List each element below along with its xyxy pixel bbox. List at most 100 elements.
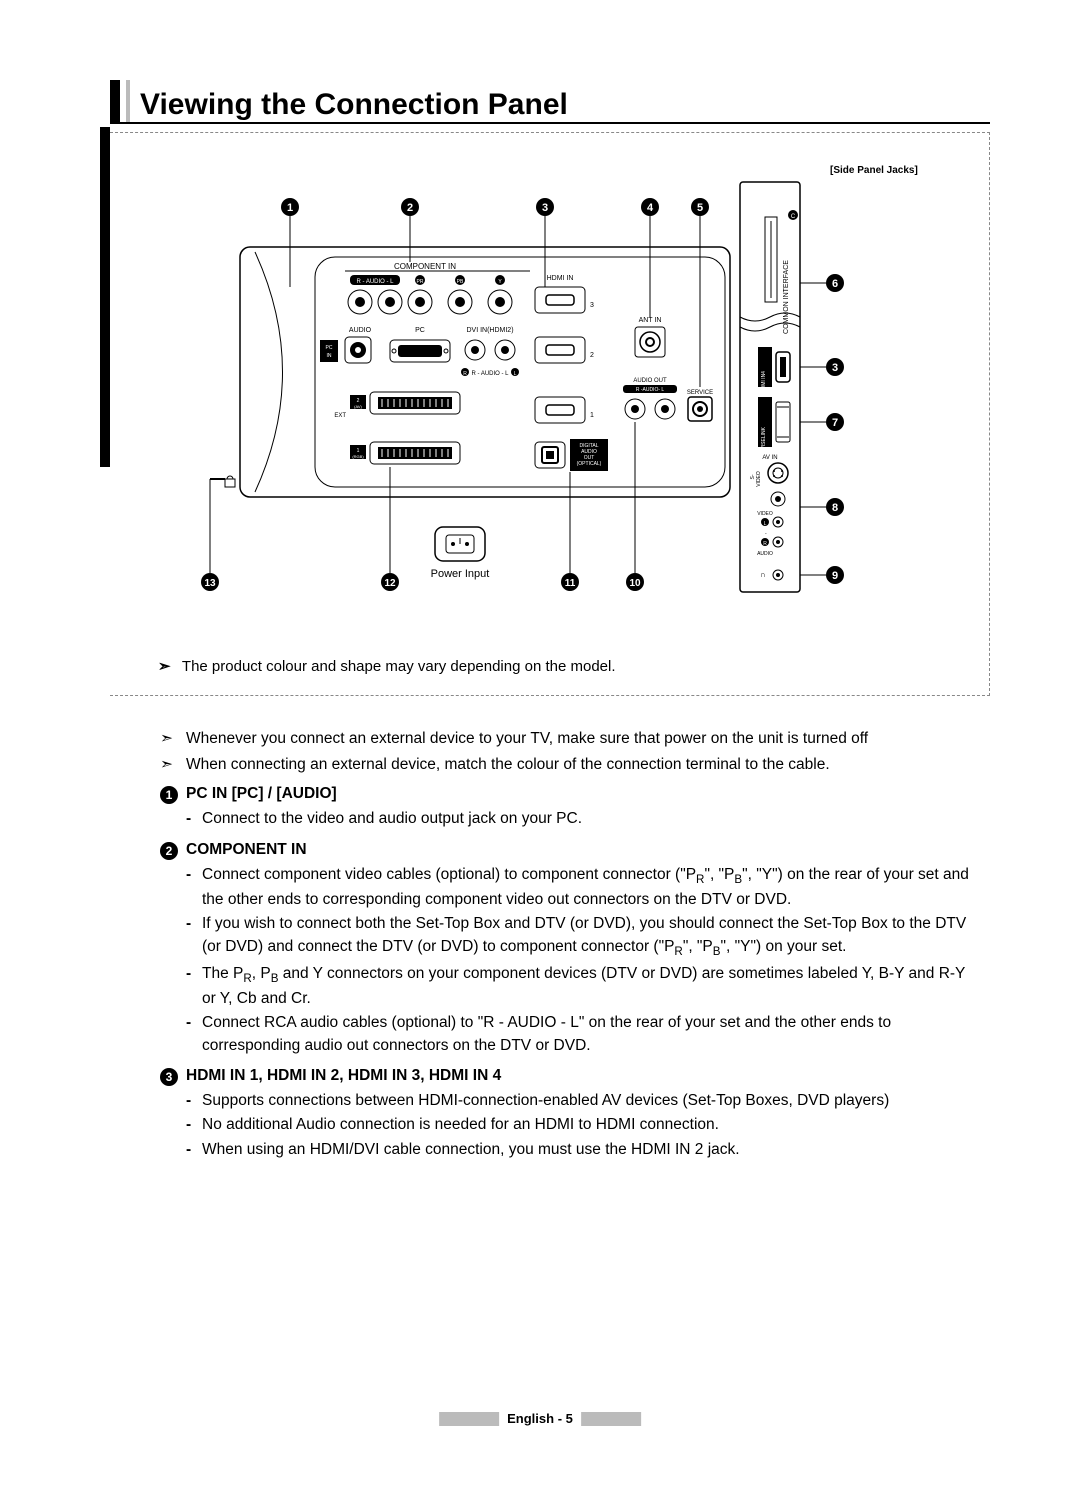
svg-text:AUDIO OUT: AUDIO OUT: [633, 378, 667, 384]
svg-text:DVI IN(HDMI2): DVI IN(HDMI2): [466, 327, 513, 334]
list-item: -No additional Audio connection is neede…: [186, 1114, 980, 1136]
svg-text:WISELINK: WISELINK: [761, 426, 767, 451]
svg-text:12: 12: [384, 578, 396, 589]
callout-right-9: 9: [800, 566, 844, 584]
tip-arrow-icon: ➣: [160, 754, 186, 776]
item-text: Connect component video cables (optional…: [202, 864, 980, 911]
tip-row: ➣ Whenever you connect an external devic…: [160, 728, 980, 750]
item-text: The PR, PB and Y connectors on your comp…: [202, 963, 980, 1010]
svg-text:6: 6: [831, 278, 837, 290]
svg-text:R - AUDIO - L: R - AUDIO - L: [356, 279, 394, 285]
section-number-badge: 1: [160, 786, 178, 804]
svg-text:AUDIO: AUDIO: [757, 551, 773, 557]
kensington-lock-icon: [225, 476, 235, 487]
tip-text: Whenever you connect an external device …: [186, 728, 868, 750]
callout-right-3b: 3: [800, 358, 844, 376]
footer-bar-right: [581, 1412, 641, 1426]
section-component-in: 2 COMPONENT IN -Connect component video …: [160, 841, 980, 1057]
svg-text:7: 7: [831, 417, 837, 429]
svg-text:L: L: [763, 521, 766, 527]
callout-bottom-10: 10: [626, 422, 644, 591]
list-item: -Connect RCA audio cables (optional) to …: [186, 1012, 980, 1057]
note-arrow-icon: ➣: [158, 657, 178, 675]
item-text: If you wish to connect both the Set-Top …: [202, 913, 980, 960]
svg-text:1: 1: [590, 412, 594, 419]
svg-text:AV IN: AV IN: [762, 455, 777, 461]
callout-right-8: 8: [800, 498, 844, 516]
tip-text: When connecting an external device, matc…: [186, 754, 830, 776]
section-heading: PC IN [PC] / [AUDIO]: [186, 785, 337, 803]
content-area: ➣ Whenever you connect an external devic…: [100, 728, 990, 1161]
svg-text:(RGB): (RGB): [352, 454, 364, 459]
svg-text:3: 3: [590, 302, 594, 309]
list-item: -When using an HDMI/DVI cable connection…: [186, 1139, 980, 1161]
callout-top-2: 2: [401, 198, 419, 262]
svg-text:PC: PC: [415, 327, 425, 334]
diagram-left-accent: [100, 127, 110, 467]
svg-text:-: -: [765, 531, 767, 537]
connection-diagram-box: [Side Panel Jacks] 1 2 3 4 5 COMPONENT I…: [110, 132, 990, 696]
svg-text:2: 2: [590, 352, 594, 359]
connection-panel-diagram: [Side Panel Jacks] 1 2 3 4 5 COMPONENT I…: [140, 157, 960, 637]
svg-text:R -AUDIO- L: R -AUDIO- L: [635, 387, 664, 393]
svg-text:R: R: [763, 541, 767, 547]
svg-text:9: 9: [831, 570, 837, 582]
section-hdmi-in: 3 HDMI IN 1, HDMI IN 2, HDMI IN 3, HDMI …: [160, 1067, 980, 1161]
svg-text:R: R: [463, 371, 467, 377]
svg-text:HDMI IN4: HDMI IN4: [761, 371, 767, 393]
title-accent-bar-light: [126, 80, 130, 122]
svg-text:L: L: [513, 371, 516, 377]
list-item: -Supports connections between HDMI-conne…: [186, 1090, 980, 1112]
callout-right-7: 7: [800, 413, 844, 431]
callout-top-5: 5: [691, 198, 709, 387]
callout-bottom-12: 12: [381, 467, 399, 591]
callout-bottom-11: 11: [561, 472, 579, 591]
svg-text:VIDEO: VIDEO: [757, 511, 773, 517]
item-text: Connect RCA audio cables (optional) to "…: [202, 1012, 980, 1057]
callout-top-3: 3: [536, 198, 554, 287]
callout-right-6: 6: [800, 274, 844, 292]
svg-text:PB: PB: [456, 279, 463, 285]
svg-text:13: 13: [204, 578, 216, 589]
svg-text:5: 5: [696, 202, 702, 214]
item-text: Supports connections between HDMI-connec…: [202, 1090, 889, 1112]
svg-text:AUDIO: AUDIO: [348, 327, 371, 334]
list-item: -Connect component video cables (optiona…: [186, 864, 980, 911]
svg-text:Power Input: Power Input: [430, 568, 489, 580]
callout-top-1: 1: [281, 198, 299, 287]
svg-text:(OPTICAL): (OPTICAL): [576, 461, 601, 467]
svg-text:3: 3: [541, 202, 547, 214]
list-item: -The PR, PB and Y connectors on your com…: [186, 963, 980, 1010]
title-bar: Viewing the Connection Panel: [110, 80, 990, 124]
svg-text:C: C: [790, 214, 795, 220]
item-text: When using an HDMI/DVI cable connection,…: [202, 1139, 740, 1161]
svg-text:2: 2: [406, 202, 412, 214]
svg-text:COMPONENT IN: COMPONENT IN: [393, 262, 455, 271]
list-item: -Connect to the video and audio output j…: [186, 808, 980, 830]
svg-text:3: 3: [831, 362, 837, 374]
svg-text:10: 10: [629, 578, 641, 589]
footer-bar-left: [439, 1412, 499, 1426]
section-number-badge: 2: [160, 842, 178, 860]
list-item: -If you wish to connect both the Set-Top…: [186, 913, 980, 960]
svg-text:11: 11: [564, 578, 575, 589]
tip-row: ➣ When connecting an external device, ma…: [160, 754, 980, 776]
footer-text: English - 5: [507, 1411, 573, 1426]
item-text: Connect to the video and audio output ja…: [202, 808, 582, 830]
svg-text:1: 1: [286, 202, 292, 214]
component-jacks: [348, 290, 512, 314]
svg-text:SERVICE: SERVICE: [686, 390, 712, 396]
section-pc-in: 1 PC IN [PC] / [AUDIO] -Connect to the v…: [160, 785, 980, 830]
side-panel-label: [Side Panel Jacks]: [830, 165, 918, 176]
item-text: No additional Audio connection is needed…: [202, 1114, 719, 1136]
svg-text:PC: PC: [325, 345, 332, 351]
svg-text:(AV): (AV): [354, 404, 362, 409]
title-accent-bar: [110, 80, 120, 122]
svg-text:VIDEO: VIDEO: [756, 471, 762, 487]
svg-text:EXT: EXT: [334, 413, 346, 419]
diagram-note-text: The product colour and shape may vary de…: [182, 658, 616, 675]
svg-text:R - AUDIO - L: R - AUDIO - L: [471, 371, 509, 377]
svg-text:4: 4: [646, 202, 653, 214]
section-heading: COMPONENT IN: [186, 841, 307, 859]
svg-text:IN: IN: [326, 353, 331, 359]
